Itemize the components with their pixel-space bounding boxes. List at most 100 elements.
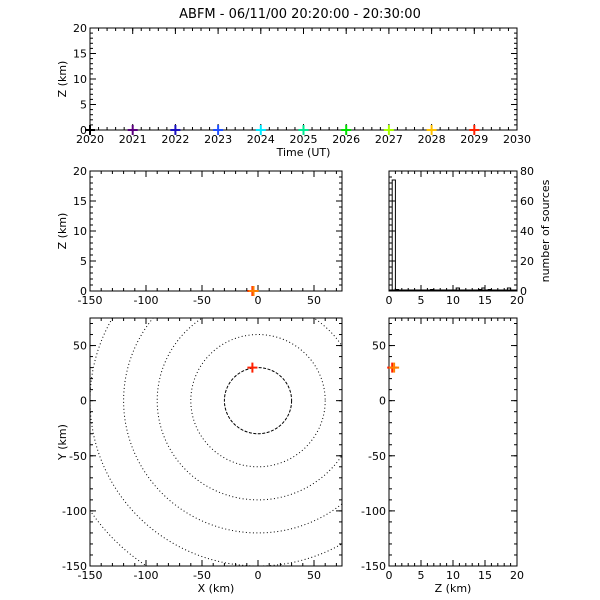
y-tick-label: 40	[520, 225, 534, 238]
axis-ticks	[388, 170, 518, 292]
histogram-bars	[389, 179, 517, 292]
source-marker	[213, 125, 224, 135]
data-points	[247, 286, 259, 296]
x-tick-label: 2030	[503, 133, 531, 146]
y-tick-label: -50	[368, 450, 386, 463]
x-tick-label: 2024	[247, 133, 275, 146]
source-marker	[248, 286, 259, 296]
source-marker	[341, 125, 352, 135]
x-tick-label: -150	[78, 294, 103, 307]
y-axis-label: Z (km)	[56, 213, 69, 250]
source-marker	[389, 362, 400, 373]
x-z-panel: -150 -100 -50 0 50 0 5 10 15 20 Z (km)	[56, 165, 343, 307]
time-height-panel: 2020 2021 2022 2023 2024 2025 2026 2027 2028 2029…	[56, 22, 531, 159]
axis-ticks	[89, 170, 342, 292]
x-tick-label: 5	[418, 294, 425, 307]
y-axis-label: Y (km)	[56, 424, 69, 461]
axis-ticks	[388, 318, 518, 567]
y-tick-label: 20	[520, 255, 534, 268]
x-tick-label: -150	[78, 569, 103, 582]
source-marker	[426, 125, 437, 135]
y-tick-label: 0	[80, 285, 87, 298]
axis-ticks	[89, 318, 342, 567]
x-tick-label: -100	[134, 569, 159, 582]
x-tick-label: 50	[307, 569, 321, 582]
data-points	[387, 362, 400, 373]
source-marker	[383, 125, 394, 135]
source-marker	[298, 125, 309, 135]
y-tick-label: -150	[62, 560, 87, 573]
x-tick-label: 2026	[332, 133, 360, 146]
y-tick-label: 15	[73, 48, 87, 61]
y-axis-label: Z (km)	[56, 61, 69, 98]
y-tick-label: 20	[73, 165, 87, 178]
x-tick-label: 10	[446, 569, 460, 582]
source-marker	[170, 125, 181, 135]
x-tick-label: 2027	[375, 133, 403, 146]
range-ring	[123, 318, 342, 534]
y-tick-label: 0	[520, 285, 527, 298]
x-tick-label: 2021	[119, 133, 147, 146]
source-marker	[247, 362, 258, 373]
x-tick-label: 15	[478, 294, 492, 307]
y-tick-label: -150	[361, 560, 386, 573]
plot-frame	[89, 317, 343, 567]
x-tick-label: 2020	[76, 133, 104, 146]
x-axis-label: Time (UT)	[276, 146, 331, 159]
x-tick-label: 10	[446, 294, 460, 307]
y-tick-label: 60	[520, 195, 534, 208]
plot-frame	[388, 317, 518, 567]
range-ring	[190, 334, 326, 468]
range-rings	[90, 318, 342, 566]
x-tick-label: 20	[510, 294, 524, 307]
y-tick-label: 50	[372, 340, 386, 353]
data-points	[247, 362, 258, 373]
x-tick-label: 2023	[204, 133, 232, 146]
range-ring	[223, 367, 293, 435]
y-tick-label: 0	[80, 124, 87, 137]
data-points	[85, 125, 480, 135]
x-tick-label: 20	[510, 569, 524, 582]
figure-title: ABFM - 06/11/00 20:20:00 - 20:30:00	[179, 7, 421, 22]
plot-frame	[388, 170, 518, 292]
source-marker	[127, 125, 138, 135]
y-tick-label: -100	[62, 505, 87, 518]
y-tick-label: 50	[73, 340, 87, 353]
x-tick-label: 0	[386, 294, 393, 307]
x-tick-label: 2022	[161, 133, 189, 146]
range-ring	[156, 318, 342, 501]
x-tick-label: 2025	[290, 133, 318, 146]
x-tick-label: 2029	[460, 133, 488, 146]
x-tick-label: 50	[307, 294, 321, 307]
x-tick-label: 15	[478, 569, 492, 582]
x-tick-label: 0	[386, 569, 393, 582]
x-tick-label: 0	[255, 569, 262, 582]
range-ring	[90, 509, 148, 566]
y-tick-label: 10	[73, 73, 87, 86]
histogram-bar	[391, 179, 396, 292]
source-marker	[255, 125, 266, 135]
x-axis-label: Z (km)	[435, 582, 472, 595]
source-marker	[469, 125, 480, 135]
y-tick-label: 80	[520, 165, 534, 178]
y-tick-label: -50	[69, 450, 87, 463]
y-tick-label: -100	[361, 505, 386, 518]
x-tick-label: -50	[193, 294, 211, 307]
y-tick-label: 5	[80, 99, 87, 112]
plot-frame	[89, 170, 343, 292]
y-tick-label: 0	[80, 395, 87, 408]
x-tick-label: 5	[418, 569, 425, 582]
y-tick-label: 20	[73, 22, 87, 35]
y-tick-label: 15	[73, 195, 87, 208]
y-tick-label: 5	[80, 255, 87, 268]
y-tick-label: 10	[73, 225, 87, 238]
axis-ticks	[89, 27, 518, 131]
x-y-plan-view-panel: -150 -100 -50 0 50 -150 -100 -50 0 50 X (km) Y (km)	[56, 317, 343, 595]
x-tick-label: 0	[255, 294, 262, 307]
y-tick-label: 0	[379, 395, 386, 408]
x-axis-label: X (km)	[198, 582, 235, 595]
x-tick-label: -100	[134, 294, 159, 307]
z-y-panel: 0 5 10 15 20 -150 -100 -50 0 50 Z (km)	[361, 317, 524, 595]
